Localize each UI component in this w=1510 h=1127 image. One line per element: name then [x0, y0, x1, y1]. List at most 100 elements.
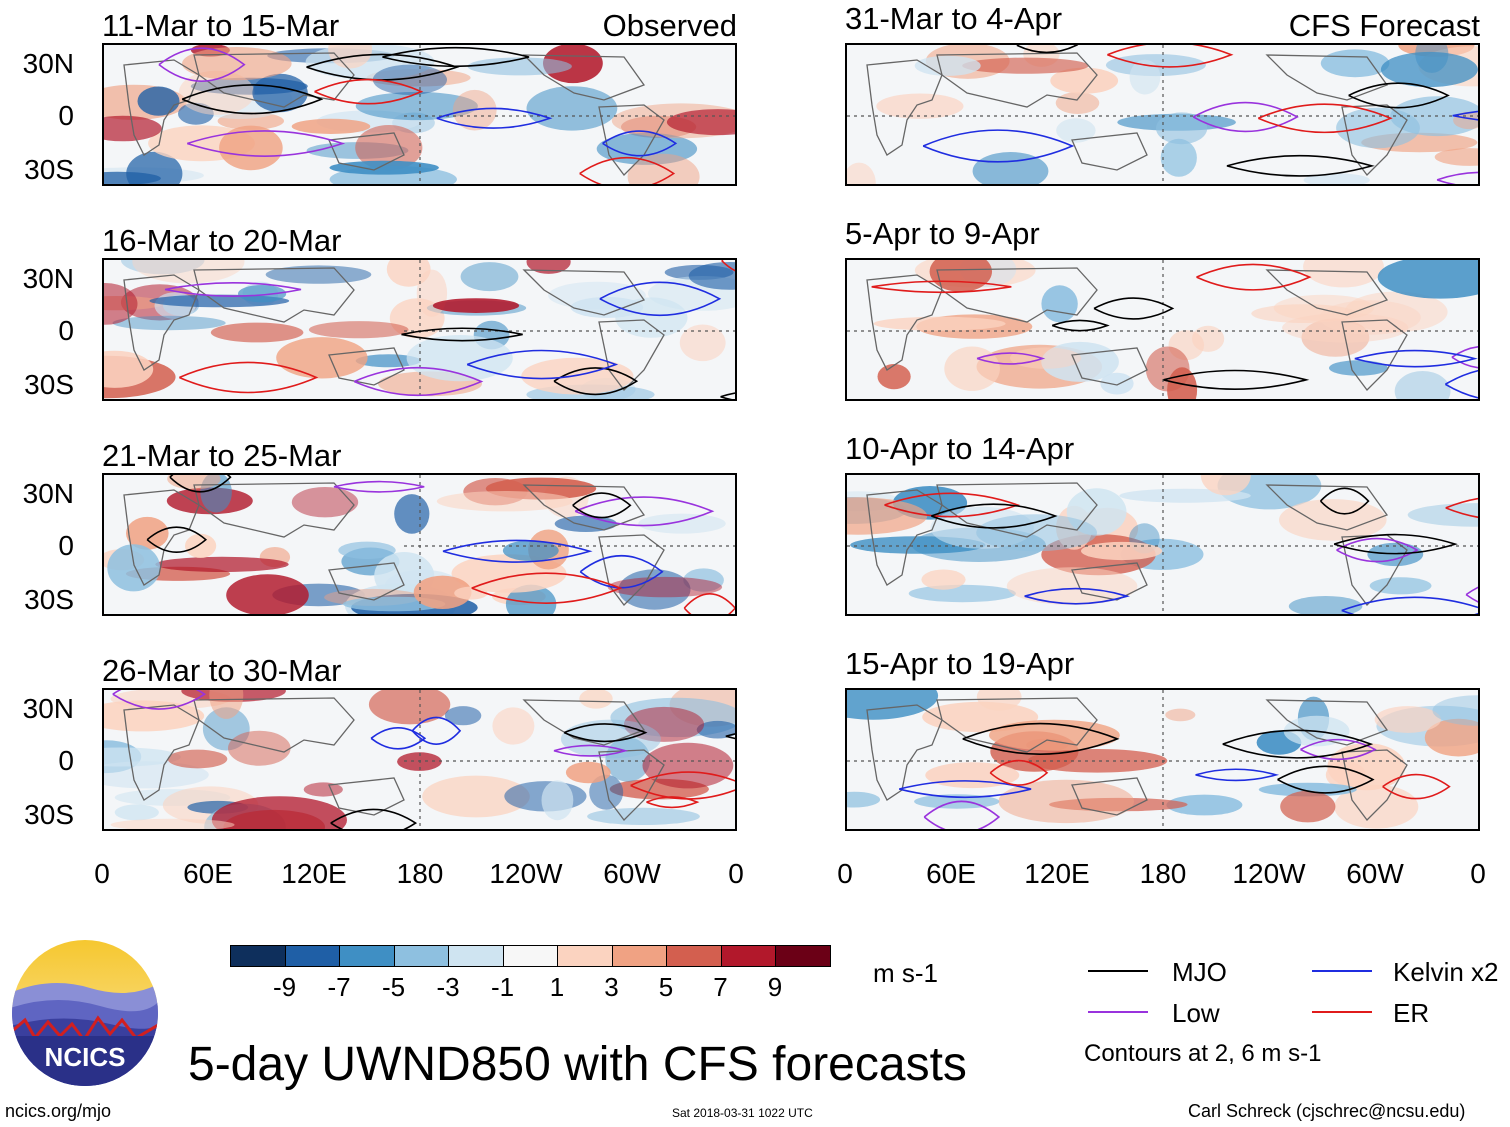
coastline [1071, 347, 1148, 386]
anomaly-patch [355, 125, 423, 171]
anomaly-contour [186, 130, 346, 157]
anomaly-patch [338, 541, 396, 559]
colorbar-swatch-10 [775, 945, 831, 967]
coastline [936, 482, 1098, 538]
anomaly-patch [210, 322, 304, 343]
anomaly-contour [466, 349, 619, 380]
anomaly-contour [1451, 346, 1478, 369]
coastline [936, 52, 1098, 108]
panel-title-right-4: 15-Apr to 19-Apr [845, 646, 1075, 681]
anomaly-patch [219, 125, 283, 171]
anomaly-patch [847, 162, 876, 184]
anomaly-contour [1024, 587, 1130, 605]
anomaly-patch [642, 742, 734, 789]
anomaly-contour [169, 475, 232, 493]
anomaly-patch [114, 804, 159, 821]
map-panel-left-4 [102, 688, 737, 831]
xtick-left-180: 180 [396, 858, 444, 889]
panel-title-right-3: 10-Apr to 14-Apr [845, 431, 1075, 466]
anomaly-patch [944, 346, 1000, 391]
anomaly-patch [355, 91, 478, 121]
anomaly-patch [1100, 372, 1134, 395]
anomaly-patch [1424, 718, 1478, 757]
legend-label-mjo: MJO [1172, 957, 1227, 987]
coastline [866, 274, 943, 371]
anomaly-patch [1160, 138, 1197, 177]
map-graphic [104, 260, 735, 399]
legend-label-er: ER [1393, 998, 1430, 1028]
anomaly-patch [526, 86, 618, 131]
anomaly-patch [1055, 92, 1100, 114]
anomaly-contour [962, 722, 1120, 755]
panel-title-right-2: 5-Apr to 9-Apr [845, 216, 1040, 251]
map-graphic [104, 45, 735, 184]
anomaly-patch [217, 112, 284, 130]
panel-title-right-1: 31-Mar to 4-Apr [845, 1, 1063, 36]
colorbar-label-3: -3 [436, 972, 460, 1002]
anomaly-patch [386, 260, 431, 287]
ytick-30n-3: 30N [22, 478, 74, 509]
anomaly-patch [877, 364, 911, 390]
anomaly-patch [1329, 360, 1388, 376]
anomaly-patch [989, 719, 1120, 751]
anomaly-contour [1336, 537, 1419, 563]
xtick-left-60e: 60E [183, 858, 233, 889]
legend-note: Contours at 2, 6 m s-1 [1084, 1040, 1322, 1067]
coastline [866, 59, 943, 156]
anomaly-patch [666, 109, 735, 136]
colorbar-label-1: -7 [327, 972, 351, 1002]
anomaly-contour [1257, 103, 1393, 134]
anomaly-contour [1341, 596, 1478, 614]
anomaly-patch [422, 775, 530, 818]
anomaly-patch [688, 262, 735, 290]
anomaly-contour [931, 503, 1058, 529]
coastline [1341, 104, 1408, 176]
coastline [866, 489, 943, 586]
anomaly-patch [972, 152, 1049, 184]
anomaly-contour [1348, 82, 1450, 109]
anomaly-contour [1192, 101, 1299, 133]
anomaly-patch [1251, 304, 1357, 323]
coastline [123, 704, 200, 801]
map-panel-left-3 [102, 473, 737, 616]
anomaly-patch [847, 690, 939, 720]
coastline [1071, 132, 1148, 171]
anomaly-patch [1380, 51, 1478, 88]
anomaly-patch [962, 57, 1089, 74]
anomaly-patch [1303, 260, 1384, 288]
coastline [123, 59, 200, 156]
anomaly-contour [112, 690, 207, 710]
colorbar-label-7: 5 [658, 972, 674, 1002]
colorbar-swatch-9 [720, 945, 776, 967]
anomaly-contour [599, 281, 722, 317]
anomaly-contour [1196, 263, 1312, 291]
anomaly-patch [1192, 325, 1225, 352]
ncics-logo-graphic: NCICS [12, 940, 158, 1086]
anomaly-patch [1010, 347, 1082, 369]
anomaly-contour [989, 759, 1049, 786]
anomaly-contour [1319, 487, 1370, 515]
anomaly-patch [541, 780, 574, 821]
anomaly-patch [454, 586, 488, 600]
coastline [1341, 319, 1408, 391]
anomaly-patch [1006, 567, 1138, 605]
anomaly-patch [137, 86, 180, 116]
panel-title-left-1: 11-Mar to 15-Mar [102, 8, 340, 43]
map-panel-right-3 [845, 473, 1480, 616]
footer-url[interactable]: ncics.org/mjo [5, 1101, 112, 1121]
colorbar-swatch-3 [393, 945, 449, 967]
footer-timestamp: Sat 2018-03-31 1022 UTC [672, 1106, 813, 1120]
anomaly-patch [1407, 503, 1478, 527]
colorbar-swatch-4 [448, 945, 504, 967]
xtick-left-0-end: 0 [728, 858, 744, 889]
anomaly-patch [1369, 577, 1432, 595]
anomaly-contour [683, 593, 735, 614]
anomaly-contour [1195, 768, 1280, 782]
anomaly-contour [976, 352, 1046, 365]
ncics-logo: NCICS [10, 938, 160, 1088]
anomaly-contour [1354, 349, 1478, 368]
map-graphic [847, 45, 1478, 184]
anomaly-contour [401, 327, 523, 342]
legend-label-kelvin: Kelvin x2 [1393, 957, 1499, 987]
anomaly-patch [355, 354, 421, 368]
